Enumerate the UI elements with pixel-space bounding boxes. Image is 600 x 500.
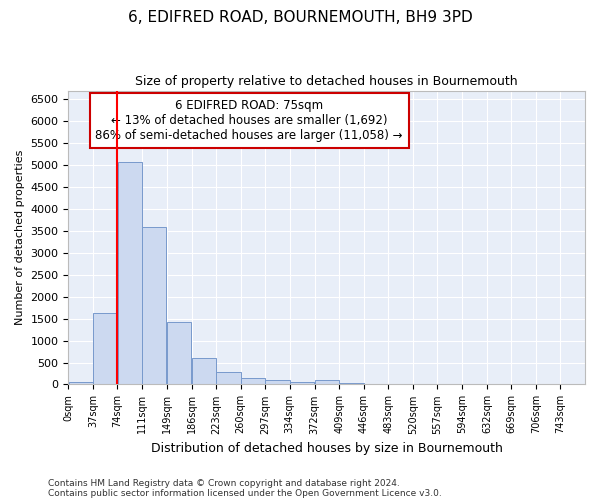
Bar: [241, 378, 265, 384]
Bar: [340, 383, 364, 384]
Bar: [142, 228, 166, 384]
Bar: [265, 380, 290, 384]
Bar: [93, 312, 118, 384]
Bar: [315, 380, 339, 384]
X-axis label: Distribution of detached houses by size in Bournemouth: Distribution of detached houses by size …: [151, 442, 503, 455]
Bar: [216, 372, 241, 384]
Bar: [68, 382, 93, 384]
Y-axis label: Number of detached properties: Number of detached properties: [15, 150, 25, 325]
Bar: [118, 162, 142, 384]
Title: Size of property relative to detached houses in Bournemouth: Size of property relative to detached ho…: [136, 75, 518, 88]
Text: 6 EDIFRED ROAD: 75sqm
← 13% of detached houses are smaller (1,692)
86% of semi-d: 6 EDIFRED ROAD: 75sqm ← 13% of detached …: [95, 100, 403, 142]
Bar: [290, 382, 314, 384]
Text: Contains HM Land Registry data © Crown copyright and database right 2024.: Contains HM Land Registry data © Crown c…: [48, 478, 400, 488]
Text: 6, EDIFRED ROAD, BOURNEMOUTH, BH9 3PD: 6, EDIFRED ROAD, BOURNEMOUTH, BH9 3PD: [128, 10, 472, 25]
Bar: [191, 358, 216, 384]
Text: Contains public sector information licensed under the Open Government Licence v3: Contains public sector information licen…: [48, 488, 442, 498]
Bar: [167, 322, 191, 384]
